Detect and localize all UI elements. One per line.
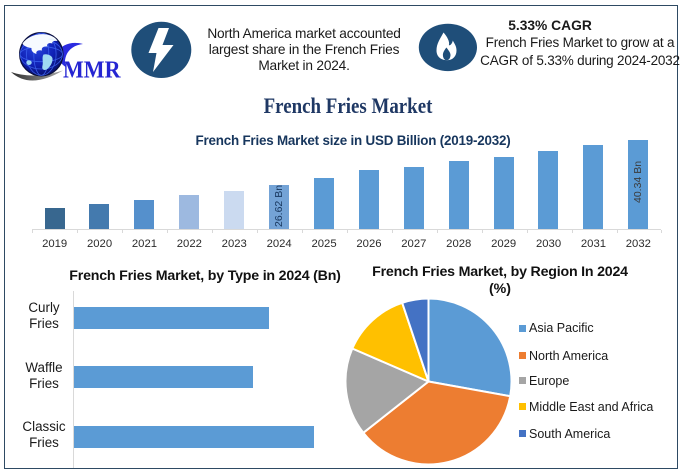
svg-text:MMR: MMR	[63, 58, 121, 84]
